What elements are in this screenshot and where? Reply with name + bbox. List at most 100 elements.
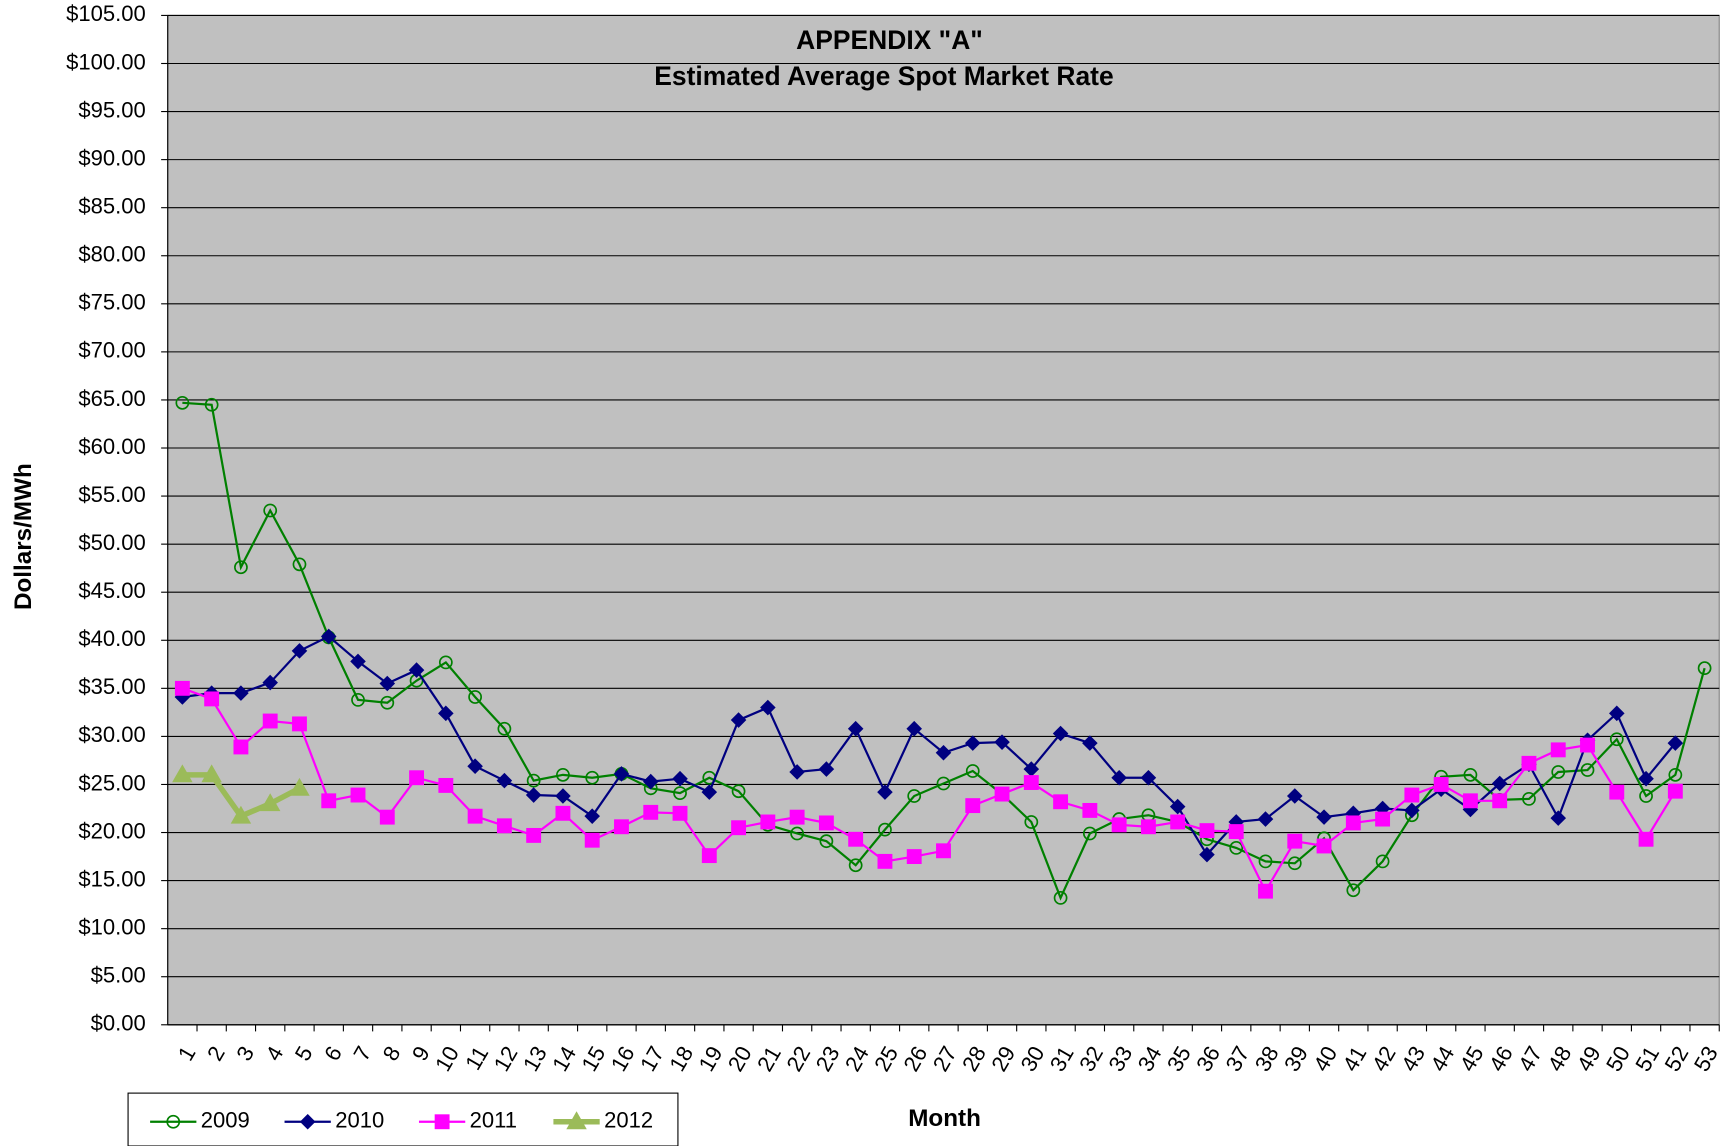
marker xyxy=(1668,767,1683,782)
marker xyxy=(1023,775,1039,790)
marker xyxy=(1316,809,1332,825)
chart-title: APPENDIX "A" xyxy=(796,25,983,55)
x-tick-label: 12 xyxy=(489,1042,523,1076)
x-tick-label: 6 xyxy=(319,1042,347,1065)
marker xyxy=(408,662,425,678)
legend-label: 2010 xyxy=(335,1108,384,1133)
marker xyxy=(789,809,805,825)
marker xyxy=(1638,831,1654,847)
marker xyxy=(848,858,863,873)
marker xyxy=(906,720,922,737)
y-tick-label: $100.00 xyxy=(66,49,146,74)
marker xyxy=(672,770,688,787)
marker xyxy=(994,786,1010,802)
x-tick-label: 34 xyxy=(1133,1042,1167,1076)
marker xyxy=(1199,846,1215,863)
marker xyxy=(1082,735,1098,751)
x-tick-label: 5 xyxy=(290,1042,318,1065)
marker xyxy=(935,744,952,761)
marker xyxy=(259,793,281,812)
marker xyxy=(1082,802,1098,818)
marker xyxy=(1580,763,1595,777)
x-tick-label: 26 xyxy=(898,1042,932,1076)
marker xyxy=(1463,767,1478,782)
marker xyxy=(166,1114,181,1129)
x-tick-label: 32 xyxy=(1074,1042,1108,1076)
x-tick-label: 14 xyxy=(547,1042,581,1076)
x-tick-label: 10 xyxy=(430,1042,464,1076)
x-tick-label: 45 xyxy=(1455,1042,1489,1076)
marker xyxy=(1286,788,1303,804)
marker xyxy=(584,832,600,848)
marker xyxy=(643,804,659,820)
x-tick-label: 46 xyxy=(1484,1042,1518,1076)
marker xyxy=(1199,823,1215,839)
marker xyxy=(965,798,981,814)
marker xyxy=(468,690,482,704)
marker xyxy=(731,784,746,799)
x-tick-label: 53 xyxy=(1689,1042,1723,1076)
marker xyxy=(878,822,892,837)
x-tick-label: 20 xyxy=(723,1042,757,1076)
x-tick-label: 25 xyxy=(869,1042,903,1076)
marker xyxy=(438,655,453,670)
marker xyxy=(555,788,571,804)
marker xyxy=(877,784,893,800)
marker xyxy=(525,787,542,803)
y-tick-label: $40.00 xyxy=(78,626,145,651)
marker xyxy=(1169,798,1186,815)
x-tick-label: 49 xyxy=(1572,1042,1606,1076)
marker xyxy=(672,805,688,821)
marker xyxy=(1697,661,1712,676)
x-tick-label: 36 xyxy=(1191,1042,1225,1076)
x-tick-label: 1 xyxy=(173,1042,201,1065)
x-tick-label: 47 xyxy=(1513,1042,1547,1076)
marker xyxy=(438,777,454,793)
marker xyxy=(1052,725,1069,742)
marker xyxy=(673,786,687,801)
marker xyxy=(1170,814,1186,830)
marker xyxy=(496,772,513,789)
y-tick-label: $75.00 xyxy=(78,290,145,315)
marker xyxy=(1550,810,1567,826)
marker xyxy=(613,766,630,782)
x-tick-label: 3 xyxy=(231,1042,259,1065)
marker xyxy=(818,815,834,831)
x-tick-label: 7 xyxy=(348,1042,376,1065)
series-line xyxy=(182,635,1677,857)
marker xyxy=(819,834,834,849)
marker xyxy=(526,773,541,788)
marker xyxy=(1580,737,1595,753)
marker xyxy=(701,784,718,800)
marker xyxy=(1053,794,1069,810)
marker xyxy=(1551,765,1566,779)
marker xyxy=(175,395,190,410)
legend-label: 2009 xyxy=(201,1108,250,1133)
marker xyxy=(262,713,278,729)
marker xyxy=(1609,784,1625,800)
marker xyxy=(496,818,512,834)
x-tick-label: 24 xyxy=(840,1042,874,1076)
marker xyxy=(233,739,249,755)
x-tick-label: 31 xyxy=(1045,1042,1079,1076)
marker xyxy=(320,628,337,645)
marker xyxy=(438,705,454,722)
marker xyxy=(497,721,512,736)
marker xyxy=(234,560,248,575)
x-tick-label: 43 xyxy=(1396,1042,1430,1076)
marker xyxy=(1345,815,1361,831)
x-tick-label: 30 xyxy=(1016,1042,1050,1076)
marker xyxy=(263,503,278,518)
marker xyxy=(555,805,571,821)
x-tick-label: 21 xyxy=(752,1042,786,1076)
marker xyxy=(230,805,252,824)
x-tick-label: 11 xyxy=(460,1042,493,1074)
marker xyxy=(1522,791,1536,806)
marker xyxy=(379,809,395,825)
marker xyxy=(321,793,337,809)
x-tick-label: 39 xyxy=(1279,1042,1313,1076)
y-tick-label: $30.00 xyxy=(78,722,145,747)
marker xyxy=(556,767,570,782)
y-tick-label: $105.00 xyxy=(66,1,146,26)
marker xyxy=(1404,787,1420,803)
